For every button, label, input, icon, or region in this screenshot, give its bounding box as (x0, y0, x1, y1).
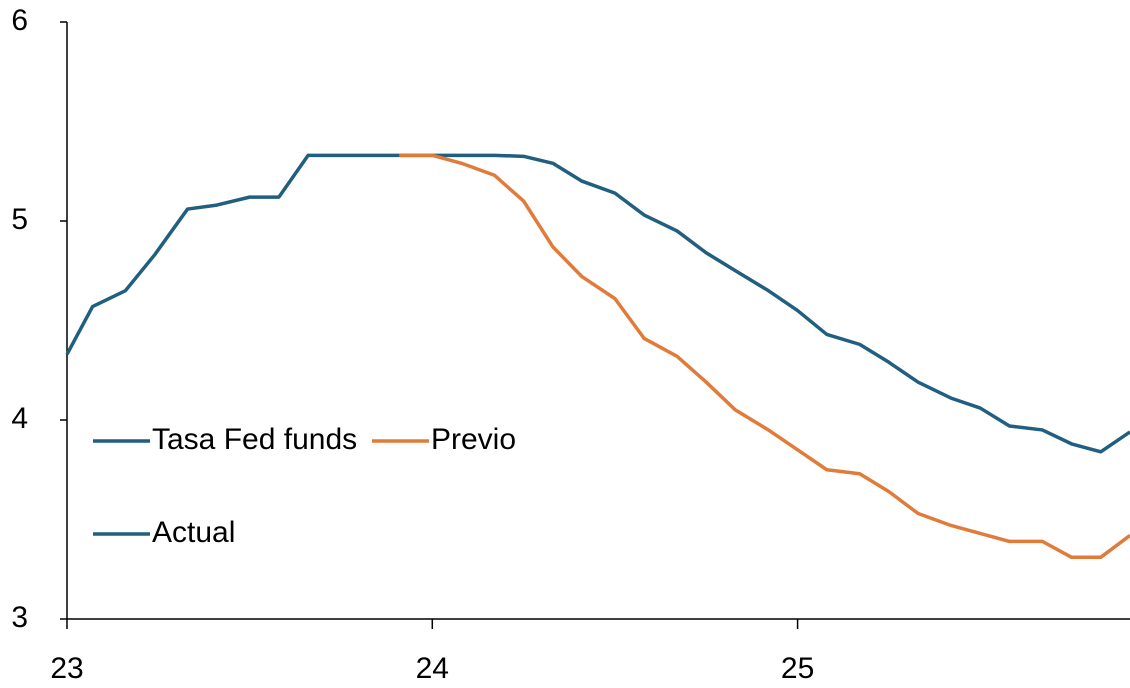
y-tick-label: 5 (11, 203, 28, 236)
series-line (399, 153, 1130, 560)
x-tick-label: 23 (50, 652, 83, 685)
series-line (65, 153, 400, 356)
x-tick-label: 25 (781, 652, 814, 685)
x-tick-label: 24 (416, 652, 449, 685)
y-tick-label: 6 (11, 4, 28, 37)
y-tick-label: 3 (11, 601, 28, 634)
legend-label: Previo (431, 423, 516, 456)
series-line (399, 153, 1130, 454)
y-tick-label: 4 (11, 402, 28, 435)
legend-label: Tasa Fed funds (152, 423, 357, 456)
legend-label: Actual (152, 516, 235, 549)
